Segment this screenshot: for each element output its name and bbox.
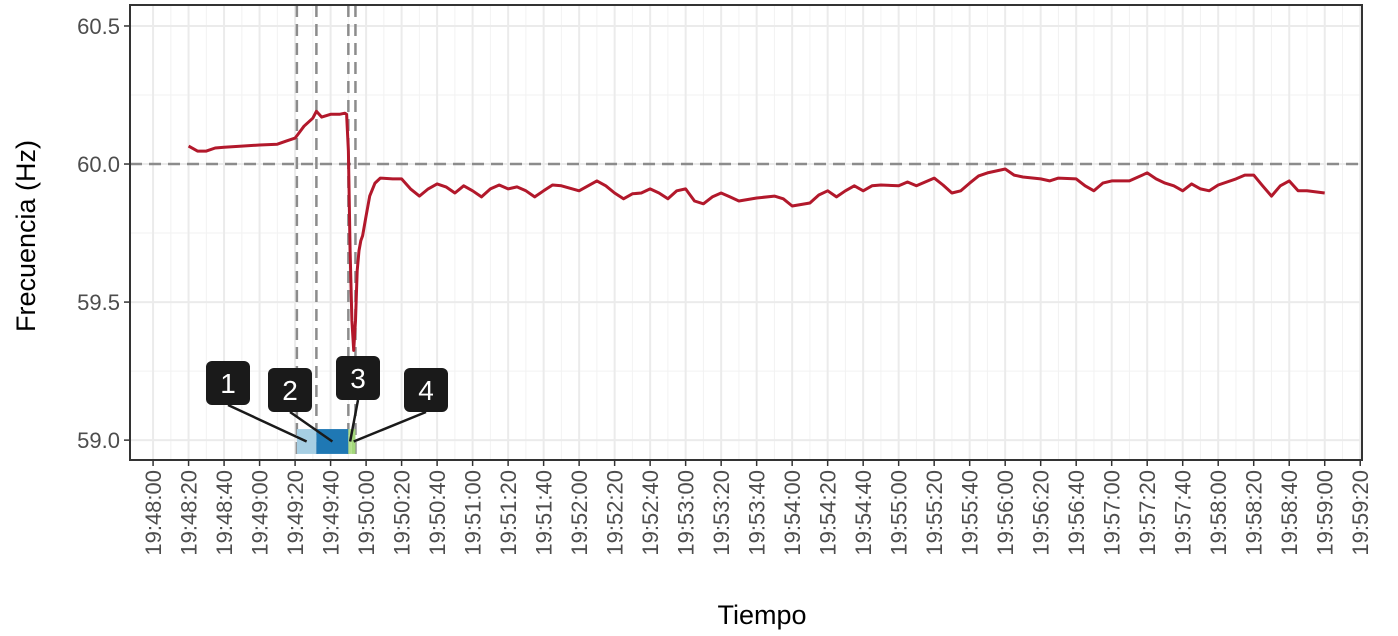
x-tick-label: 19:56:40 [1064,470,1089,556]
x-tick-label: 19:58:20 [1242,470,1267,556]
y-tick-label: 60.0 [77,152,120,177]
x-axis-title: Tiempo [717,600,806,630]
x-tick-label: 19:49:20 [283,470,308,556]
phase-label: 1 [220,368,236,399]
x-tick-label: 19:50:00 [354,470,379,556]
series-line [187,109,1325,352]
label-box [268,368,312,412]
x-tick-label: 19:49:40 [319,470,344,556]
panel-border [129,4,1363,461]
x-tick-label: 19:49:00 [248,470,273,556]
x-tick-label: 19:55:40 [958,470,983,556]
x-tick-label: 19:57:20 [1135,470,1160,556]
label-leader [348,399,360,442]
label-leader [289,410,334,443]
x-tick-label: 19:57:00 [1100,470,1125,556]
x-tick-label: 19:59:20 [1348,470,1373,556]
x-tick-label: 19:58:40 [1277,470,1302,556]
label-leader [353,410,427,443]
x-tick-label: 19:53:00 [674,470,699,556]
x-tick-label: 19:50:20 [390,470,415,556]
x-tick-label: 19:48:40 [212,470,237,556]
x-tick-label: 19:54:40 [851,470,876,556]
panel [130,5,1362,460]
label-box [336,356,380,400]
x-tick-label: 19:48:00 [141,470,166,556]
label-box [206,361,250,405]
x-tick-label: 19:48:20 [177,470,202,556]
x-tick-label: 19:53:20 [709,470,734,556]
x-tick-label: 19:59:00 [1313,470,1338,556]
phase-label: 3 [350,363,366,394]
x-tick-label: 19:55:20 [922,470,947,556]
x-tick-label: 19:57:40 [1171,470,1196,556]
x-tick-label: 19:51:40 [532,470,557,556]
x-tick-label: 19:50:40 [425,470,450,556]
label-leader [227,403,308,443]
x-tick-label: 19:58:00 [1206,470,1231,556]
x-tick-label: 19:51:20 [496,470,521,556]
phase-label: 4 [418,375,434,406]
x-tick-label: 19:52:00 [567,470,592,556]
x-tick-label: 19:53:40 [745,470,770,556]
x-tick-label: 19:52:40 [638,470,663,556]
x-tick-label: 19:56:20 [1029,470,1054,556]
phase-label: 2 [282,375,298,406]
y-axis-title: Frecuencia (Hz) [11,140,41,332]
x-tick-label: 19:52:20 [603,470,628,556]
phase-band [296,429,317,454]
x-tick-label: 19:54:20 [816,470,841,556]
y-tick-label: 60.5 [77,14,120,39]
x-tick-label: 19:55:00 [887,470,912,556]
label-box [404,368,448,412]
y-tick-label: 59.5 [77,290,120,315]
y-tick-label: 59.0 [77,428,120,453]
x-tick-label: 19:51:00 [461,470,486,556]
x-tick-label: 19:54:00 [780,470,805,556]
x-tick-label: 19:56:00 [993,470,1018,556]
